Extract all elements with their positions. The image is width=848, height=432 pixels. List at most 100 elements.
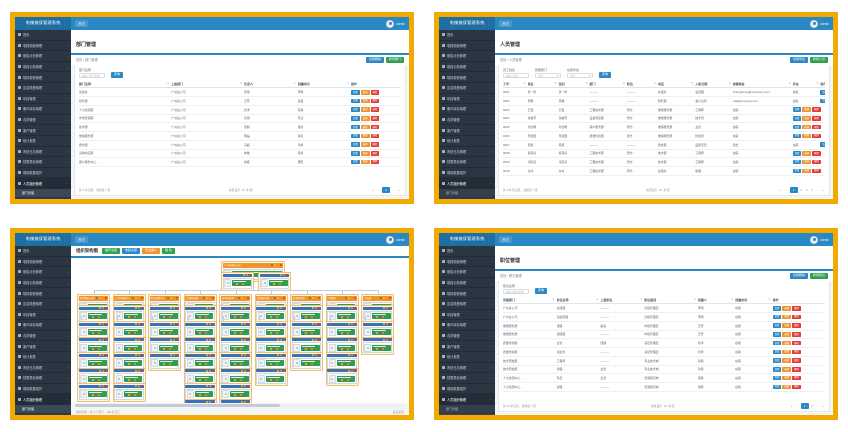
- blue-action-button[interactable]: 查看: [351, 98, 360, 104]
- page-button[interactable]: «: [372, 188, 374, 193]
- status-dot[interactable]: [170, 323, 173, 326]
- status-dot[interactable]: [238, 338, 241, 341]
- org-node[interactable]: [325, 321, 359, 340]
- status-dot[interactable]: [167, 307, 170, 310]
- table-row[interactable]: 总经办 广州总公司 张伟 李明 查看 编辑 删除: [79, 88, 401, 98]
- sidebar-item-11[interactable]: 系统日志管理 ›: [15, 363, 71, 374]
- orange-action-button[interactable]: 编辑: [360, 107, 370, 112]
- status-dot[interactable]: [282, 297, 285, 300]
- status-dot[interactable]: [247, 369, 250, 372]
- sidebar-item-0[interactable]: 首页: [439, 30, 495, 41]
- org-node[interactable]: [221, 272, 254, 291]
- blue-action-button[interactable]: 查看: [772, 349, 782, 355]
- status-dot[interactable]: [244, 323, 247, 326]
- status-dot[interactable]: [105, 297, 108, 300]
- blue-action-button[interactable]: 查看: [351, 124, 360, 130]
- org-node[interactable]: [254, 367, 288, 387]
- orange-action-button[interactable]: 编辑: [802, 107, 812, 112]
- status-dot[interactable]: [350, 323, 353, 326]
- status-dot[interactable]: [276, 354, 279, 357]
- status-dot[interactable]: [137, 307, 140, 310]
- status-dot[interactable]: [205, 297, 208, 300]
- status-dot[interactable]: [176, 354, 179, 357]
- red-action-button[interactable]: 删除: [792, 340, 801, 346]
- orange-action-button[interactable]: 编辑: [802, 151, 812, 156]
- blue-action-button[interactable]: 查看: [792, 107, 802, 112]
- status-dot[interactable]: [202, 297, 205, 300]
- orange-action-button[interactable]: 编辑: [782, 358, 792, 363]
- status-dot[interactable]: [140, 354, 143, 357]
- sidebar-subitem-position[interactable]: 职位管理: [439, 197, 495, 199]
- blue-action-button[interactable]: 查看: [351, 133, 360, 139]
- add-button[interactable]: 新增职位: [809, 273, 828, 279]
- red-action-button[interactable]: 删除: [812, 124, 821, 130]
- sidebar-item-5[interactable]: 应急救援管理 ›: [15, 299, 71, 310]
- status-dot[interactable]: [176, 307, 179, 310]
- status-dot[interactable]: [383, 297, 386, 300]
- table-row[interactable]: 财务部 广州总公司 王芳 赵强 查看 编辑 删除: [79, 97, 401, 106]
- status-dot[interactable]: [344, 307, 347, 310]
- red-action-button[interactable]: 删除: [370, 133, 380, 139]
- red-action-button[interactable]: 删除: [792, 349, 801, 355]
- col-header[interactable]: 工号 ⇅: [503, 81, 526, 86]
- sidebar-item-6[interactable]: 年检管理 ›: [15, 94, 71, 105]
- status-dot[interactable]: [134, 385, 137, 388]
- sidebar-item-4[interactable]: 故障报修管理 ›: [15, 72, 71, 83]
- sidebar-item-8[interactable]: 合同管理 ›: [15, 331, 71, 342]
- sidebar-item-0[interactable]: 首页: [15, 246, 71, 257]
- org-node[interactable]: [290, 321, 323, 340]
- orange-action-button[interactable]: 编辑: [802, 124, 812, 130]
- table-row[interactable]: 0009 冯晓燕 冯晓燕 工程技术部 男方 技术部 工程师 在职 查看 编辑 删除: [503, 158, 825, 167]
- org-node[interactable]: [183, 305, 217, 324]
- status-dot[interactable]: [312, 323, 315, 326]
- export-image-button[interactable]: 导出图片: [142, 248, 161, 254]
- status-dot[interactable]: [249, 274, 252, 277]
- status-dot[interactable]: [309, 354, 312, 357]
- status-dot[interactable]: [99, 385, 102, 388]
- status-dot[interactable]: [99, 369, 102, 372]
- sidebar-item-3[interactable]: 维保记录管理 ›: [439, 278, 495, 289]
- status-dot[interactable]: [102, 369, 105, 372]
- status-dot[interactable]: [208, 323, 211, 326]
- col-header[interactable]: 创建时间 ⇅: [297, 81, 350, 86]
- expand-all-button[interactable]: 展开全部: [101, 248, 120, 254]
- status-dot[interactable]: [96, 369, 99, 372]
- page-size-control[interactable]: 每页显示 10 条/页: [228, 188, 253, 193]
- table-row[interactable]: 技术研发部 工程师 ——— 专业技术岗 孙丽 在职 查看 编辑 删除: [503, 357, 825, 366]
- status-dot[interactable]: [389, 297, 392, 300]
- sidebar-item-3[interactable]: 维保记录管理 ›: [439, 62, 495, 73]
- status-dot[interactable]: [176, 323, 179, 326]
- page-button[interactable]: ›: [393, 188, 394, 193]
- status-dot[interactable]: [140, 323, 143, 326]
- status-dot[interactable]: [96, 385, 99, 388]
- red-action-button[interactable]: 删除: [370, 124, 380, 130]
- status-dot[interactable]: [105, 369, 108, 372]
- page-button[interactable]: ‹: [378, 188, 379, 193]
- status-dot[interactable]: [99, 323, 102, 326]
- sidebar-item-9[interactable]: 客户管理 ›: [15, 341, 71, 352]
- add-button[interactable]: 新增人员: [809, 57, 828, 63]
- table-row[interactable]: 人力资源部 广州总公司 刘洋 陈静 查看 编辑 删除: [79, 106, 401, 115]
- status-dot[interactable]: [247, 338, 250, 341]
- blue-action-button[interactable]: 查看: [772, 367, 782, 372]
- orange-action-button[interactable]: 编辑: [782, 305, 792, 311]
- blue-action-button[interactable]: 查看: [792, 116, 802, 121]
- status-dot[interactable]: [347, 323, 350, 326]
- red-action-button[interactable]: 删除: [812, 107, 821, 112]
- org-node[interactable]: [254, 321, 288, 340]
- col-header[interactable]: 入职日期 ⇅: [695, 81, 731, 86]
- blue-action-button[interactable]: 查看: [820, 89, 825, 95]
- sidebar-item-2[interactable]: 维保计划管理 ›: [439, 267, 495, 278]
- org-node[interactable]: [219, 352, 252, 371]
- status-dot[interactable]: [309, 323, 312, 326]
- status-dot[interactable]: [244, 385, 247, 388]
- org-node[interactable]: [183, 321, 217, 340]
- status-dot[interactable]: [170, 297, 173, 300]
- status-dot[interactable]: [99, 297, 102, 300]
- status-dot[interactable]: [131, 369, 134, 372]
- org-chart-canvas[interactable]: 广州电梯总公司 总经理办公室 人力资源中心 财务结算中心 市场营销部 技术研发部 维保服务部…: [71, 258, 409, 403]
- status-dot[interactable]: [276, 369, 279, 372]
- col-header[interactable]: 职位 ⇅: [626, 81, 656, 86]
- page-button[interactable]: ‹: [785, 188, 787, 193]
